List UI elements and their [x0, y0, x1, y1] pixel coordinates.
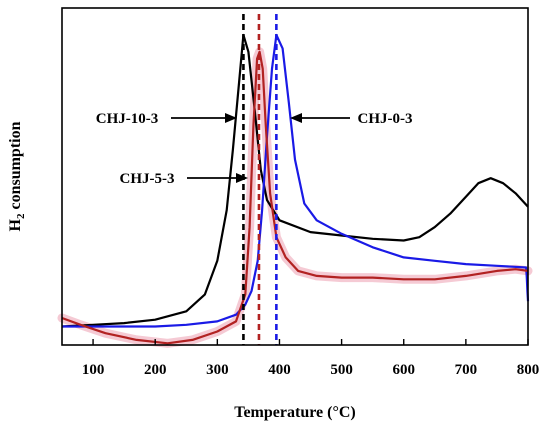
series-chj-5-3-shade — [57, 47, 533, 348]
annotation-label-chj-0-3: CHJ-0-3 — [358, 111, 413, 127]
series-shade-layer — [57, 47, 533, 348]
annotation-arrowhead-chj-10-3 — [225, 113, 237, 123]
x-tick-label-100: 100 — [82, 362, 105, 378]
annotation-layer: CHJ-10-3 CHJ-0-3 CHJ-5-3 — [96, 111, 413, 187]
annotation-label-chj-5-3: CHJ-5-3 — [120, 171, 175, 187]
y-axis-title-main: H — [7, 218, 24, 231]
y-axis-title: H2 consumption — [7, 121, 27, 231]
plot-frame — [61, 7, 529, 346]
annotation-arrowhead-chj-5-3 — [236, 173, 248, 183]
x-tick-label-700: 700 — [455, 362, 478, 378]
x-tick-label-600: 600 — [392, 362, 415, 378]
x-tick-label-300: 300 — [206, 362, 229, 378]
x-tick-label-800: 800 — [517, 362, 540, 378]
annotation-arrowhead-chj-0-3 — [290, 113, 302, 123]
annotation-label-chj-10-3: CHJ-10-3 — [96, 111, 159, 127]
series-line-layer — [61, 33, 530, 345]
x-tick-label-400: 400 — [268, 362, 291, 378]
series-line-chj-0-3 — [62, 33, 530, 328]
x-tick-label-500: 500 — [330, 362, 353, 378]
series-line-chj-10-3 — [61, 33, 529, 328]
series-line-chj-5-3 — [61, 50, 529, 345]
y-axis-title-subscript: 2 — [15, 213, 27, 219]
y-axis-title-rest: consumption — [7, 121, 24, 213]
x-axis-title: Temperature (°C) — [234, 404, 355, 421]
x-axis-ticks: 100 200 300 400 500 600 700 800 — [82, 339, 539, 378]
x-tick-label-200: 200 — [144, 362, 167, 378]
